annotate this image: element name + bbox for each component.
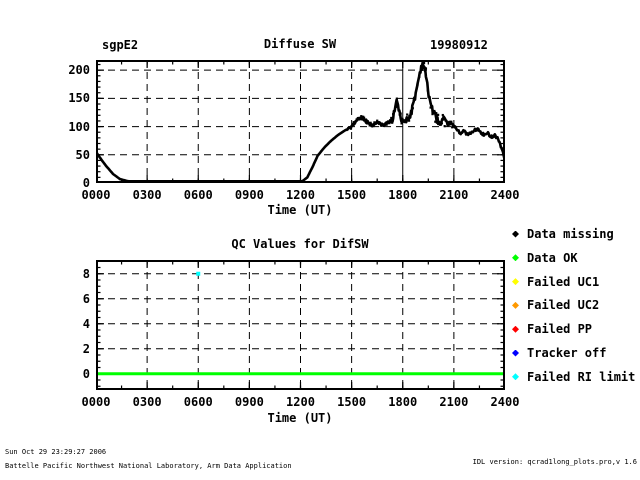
qc-plot	[96, 260, 505, 390]
legend-item: Failed UC2	[512, 297, 599, 313]
legend-marker-diamond-icon	[512, 325, 519, 333]
y-tick-label: 150	[68, 91, 90, 106]
y-tick-label: 6	[82, 291, 90, 306]
legend-item: Data OK	[512, 250, 578, 266]
y-tick-label: 50	[75, 147, 90, 162]
date-label: 19980912	[430, 38, 488, 52]
x-tick-label: 0300	[132, 188, 162, 202]
x-tick-label: 2100	[439, 395, 469, 409]
x-tick-label: 0600	[183, 395, 213, 409]
y-tick-label: 2	[82, 341, 90, 356]
x-tick-label: 1800	[388, 188, 418, 202]
legend-item: Failed UC1	[512, 274, 599, 290]
legend-label: Failed PP	[527, 322, 593, 337]
legend-label: Data OK	[527, 250, 578, 265]
x-tick-label: 2100	[439, 188, 469, 202]
legend-marker-diamond-icon	[512, 373, 519, 381]
legend-marker-diamond-icon	[512, 254, 519, 262]
x-tick-label: 0300	[132, 395, 162, 409]
y-tick-label: 0	[82, 366, 90, 381]
y-tick-label: 0	[82, 176, 90, 190]
legend-label: Tracker off	[527, 346, 607, 360]
x-tick-label: 0000	[81, 188, 111, 202]
legend-label: Failed UC2	[527, 298, 600, 313]
y-tick-label: 200	[68, 63, 90, 78]
legend-marker-diamond-icon	[512, 349, 519, 357]
legend-item: Failed RI limit	[512, 369, 635, 385]
plot2-title: QC Values for DifSW	[231, 237, 369, 251]
legend-label: Data missing	[527, 227, 614, 241]
footer-version-block: IDL version: qcrad1long_plots.pro,v 1.6 …	[337, 444, 637, 480]
legend-marker-diamond-icon	[512, 230, 519, 238]
plot2-x-axis-title: Time (UT)	[267, 411, 333, 425]
footer-idl-version: IDL version: qcrad1long_plots.pro,v 1.6	[472, 457, 637, 466]
legend-item: Tracker off	[512, 345, 606, 361]
site-label: sgpE2	[102, 38, 139, 52]
x-tick-label: 0600	[183, 188, 213, 202]
legend-item: Failed PP	[512, 321, 592, 337]
plot1-title: Diffuse SW	[263, 37, 337, 51]
x-tick-label: 1200	[286, 188, 315, 202]
x-tick-label: 0900	[234, 188, 264, 202]
legend-label: Failed RI limit	[527, 369, 636, 384]
legend-marker-diamond-icon	[512, 301, 519, 309]
x-tick-label: 0000	[81, 395, 111, 409]
x-tick-label: 1800	[388, 395, 418, 409]
diffuse-sw-plot	[96, 60, 505, 183]
y-tick-label: 4	[82, 316, 90, 331]
x-tick-label: 1500	[337, 188, 367, 202]
x-tick-label: 2400	[490, 188, 520, 202]
footer-organization: Battelle Pacific Northwest National Labo…	[5, 462, 292, 470]
x-tick-label: 1500	[337, 395, 367, 409]
legend-label: Failed UC1	[527, 274, 600, 289]
x-tick-label: 2400	[490, 395, 520, 409]
footer-timestamp: Sun Oct 29 23:29:27 2006	[5, 448, 107, 456]
legend-marker-diamond-icon	[512, 278, 519, 286]
plot1-x-axis-title: Time (UT)	[267, 203, 333, 217]
legend-item: Data missing	[512, 226, 614, 242]
x-tick-label: 1200	[286, 395, 315, 409]
x-tick-label: 0900	[234, 395, 264, 409]
y-tick-label: 100	[68, 119, 90, 134]
y-tick-label: 8	[82, 266, 90, 281]
